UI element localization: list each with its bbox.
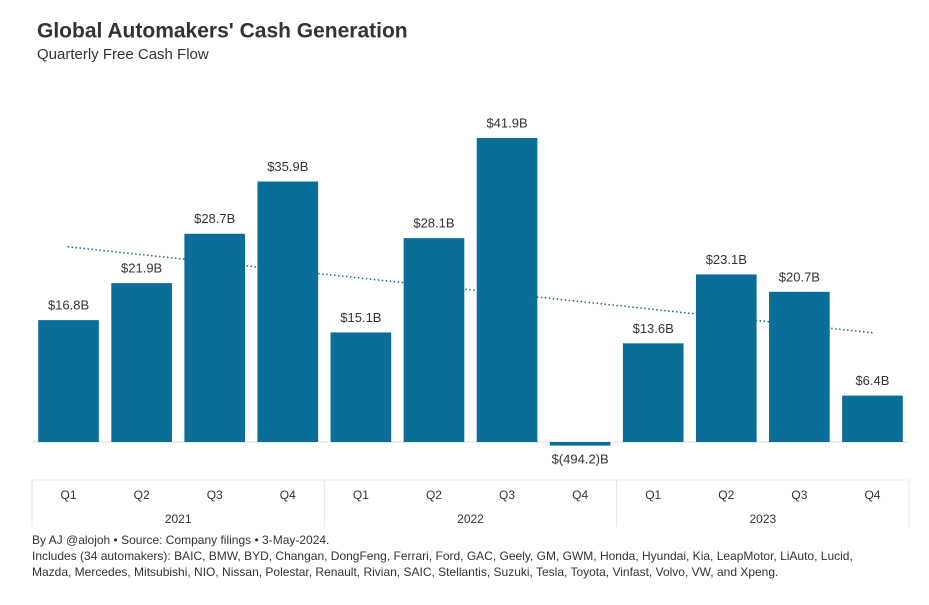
group-label: 2021 bbox=[165, 512, 192, 526]
bar bbox=[403, 238, 465, 442]
bar bbox=[695, 274, 757, 442]
chart-title: Global Automakers' Cash Generation bbox=[37, 20, 408, 43]
value-label: $6.4B bbox=[855, 373, 889, 388]
group-label: 2022 bbox=[457, 512, 484, 526]
x-tick-label: Q2 bbox=[718, 488, 734, 502]
value-label: $13.6B bbox=[633, 321, 674, 336]
x-tick-label: Q1 bbox=[61, 488, 77, 502]
trend-line bbox=[67, 245, 874, 334]
bar bbox=[111, 283, 172, 442]
value-label: $41.9B bbox=[486, 115, 527, 130]
bar bbox=[184, 233, 246, 442]
group-label: 2023 bbox=[749, 512, 776, 526]
x-tick-label: Q2 bbox=[426, 488, 442, 502]
x-tick-label: Q3 bbox=[207, 488, 223, 502]
footnote: Includes (34 automakers): BAIC, BMW, BYD… bbox=[32, 549, 853, 563]
x-tick-label: Q3 bbox=[791, 488, 807, 502]
bar bbox=[257, 181, 319, 442]
value-label: $20.7B bbox=[779, 269, 820, 284]
chart-subtitle: Quarterly Free Cash Flow bbox=[37, 46, 209, 63]
bar bbox=[476, 138, 538, 442]
x-tick-label: Q4 bbox=[864, 488, 880, 502]
footnote: By AJ @alojoh • Source: Company filings … bbox=[32, 533, 329, 547]
x-tick-label: Q4 bbox=[572, 488, 588, 502]
value-label: $35.9B bbox=[267, 159, 308, 174]
value-label: $28.7B bbox=[194, 211, 235, 226]
x-tick-label: Q1 bbox=[645, 488, 661, 502]
footnote: Mazda, Mercedes, Mitsubishi, NIO, Nissan… bbox=[32, 565, 778, 579]
value-label: $15.1B bbox=[340, 310, 381, 325]
bar bbox=[769, 291, 830, 442]
bar bbox=[330, 332, 392, 442]
bar bbox=[622, 343, 684, 442]
value-label: $23.1B bbox=[706, 252, 747, 267]
bar bbox=[38, 320, 99, 442]
x-tick-label: Q2 bbox=[134, 488, 150, 502]
value-label: $28.1B bbox=[413, 216, 454, 231]
bar bbox=[549, 442, 611, 446]
value-label: $21.9B bbox=[121, 261, 162, 276]
x-tick-label: Q4 bbox=[280, 488, 296, 502]
value-label: $(494.2)B bbox=[552, 451, 609, 466]
bar bbox=[842, 395, 903, 442]
value-label: $16.8B bbox=[48, 298, 89, 313]
x-tick-label: Q1 bbox=[353, 488, 369, 502]
x-tick-label: Q3 bbox=[499, 488, 515, 502]
